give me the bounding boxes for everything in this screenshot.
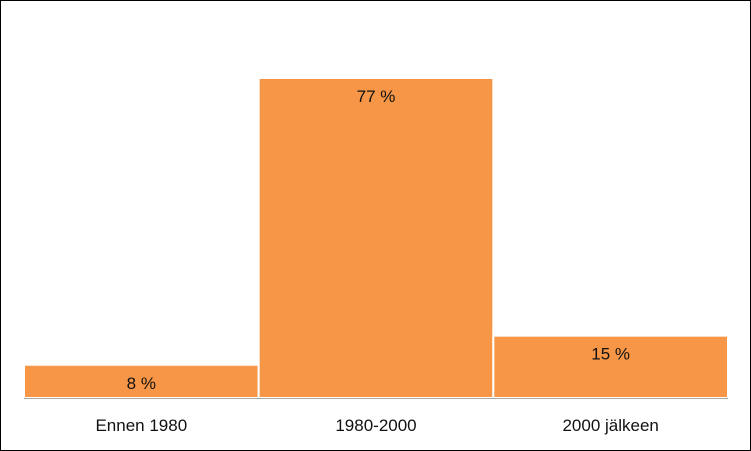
data-label-1980-2000: 77 % xyxy=(357,87,396,106)
bar-2000-j-lkeen xyxy=(492,334,730,399)
data-label-ennen-1980: 8 % xyxy=(127,374,156,393)
category-labels-layer: Ennen 1980 1980-2000 2000 jälkeen xyxy=(95,416,658,435)
category-label-1980-2000: 1980-2000 xyxy=(335,416,416,435)
data-label-2000-j-lkeen: 15 % xyxy=(591,345,630,364)
category-label-2000-j-lkeen: 2000 jälkeen xyxy=(562,416,658,435)
bar-ennen-1980 xyxy=(23,363,260,399)
bars-layer xyxy=(23,77,730,399)
category-label-ennen-1980: Ennen 1980 xyxy=(95,416,187,435)
data-labels-layer: 8 % 77 % 15 % xyxy=(127,87,630,393)
bar-1980-2000 xyxy=(257,77,495,399)
